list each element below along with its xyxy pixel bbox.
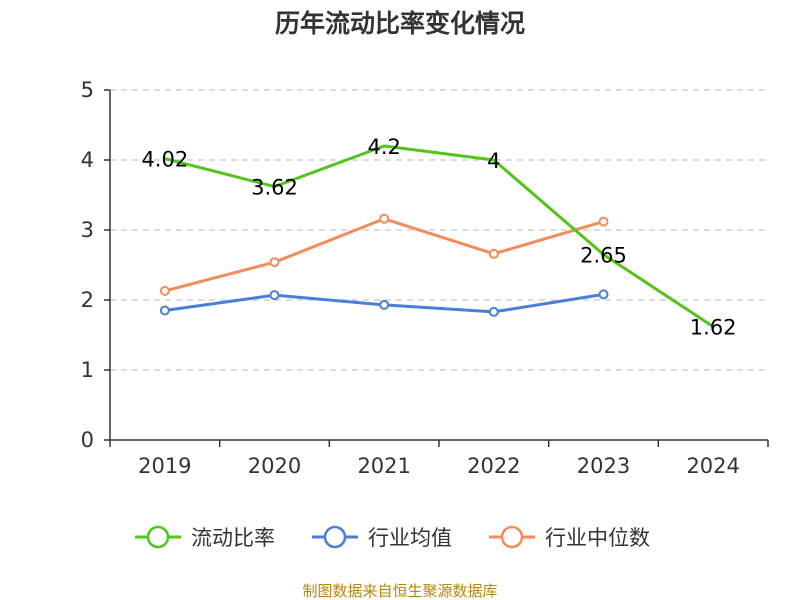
x-tick-label: 2023 bbox=[577, 454, 630, 478]
x-tick-label: 2024 bbox=[686, 454, 739, 478]
data-label: 3.62 bbox=[251, 176, 298, 200]
legend-marker bbox=[146, 525, 170, 549]
x-tick-label: 2021 bbox=[357, 454, 410, 478]
y-tick-label: 1 bbox=[81, 358, 94, 382]
data-label: 4 bbox=[487, 149, 500, 173]
legend-label: 行业中位数 bbox=[545, 526, 650, 550]
legend-label: 流动比率 bbox=[191, 526, 275, 550]
data-label: 4.02 bbox=[141, 148, 188, 172]
y-tick-label: 3 bbox=[81, 218, 94, 242]
data-point bbox=[269, 257, 280, 268]
chart-title: 历年流动比率变化情况 bbox=[275, 9, 525, 38]
series-line-3 bbox=[163, 217, 605, 293]
x-tick-label: 2019 bbox=[138, 454, 191, 478]
legend-marker bbox=[500, 525, 524, 549]
series-layer bbox=[159, 144, 715, 329]
y-tick-label: 2 bbox=[81, 288, 94, 312]
legend-label: 行业均值 bbox=[368, 526, 452, 550]
data-label: 1.62 bbox=[690, 316, 737, 340]
data-point bbox=[379, 213, 390, 224]
data-label: 4.2 bbox=[367, 135, 400, 159]
data-label: 2.65 bbox=[580, 244, 627, 268]
data-point bbox=[488, 248, 499, 259]
y-tick-label: 4 bbox=[81, 148, 94, 172]
legend: 流动比率 行业均值 行业中位数 bbox=[135, 525, 650, 550]
y-tick-label: 5 bbox=[81, 78, 94, 102]
legend-marker bbox=[323, 525, 347, 549]
x-tick-label: 2022 bbox=[467, 454, 520, 478]
data-point bbox=[598, 216, 609, 227]
series-line-1 bbox=[163, 144, 715, 329]
data-labels: 4.02 3.62 4.2 4 2.65 1.62 bbox=[141, 135, 736, 340]
data-point bbox=[598, 289, 609, 300]
grid-lines bbox=[110, 89, 768, 371]
y-tick-label: 0 bbox=[81, 428, 94, 452]
source-note: 制图数据来自恒生聚源数据库 bbox=[302, 582, 497, 600]
x-tick-label: 2020 bbox=[248, 454, 301, 478]
data-point bbox=[159, 285, 170, 296]
axes: 0 1 2 3 4 5 2019 2020 2021 2022 2023 2024 bbox=[81, 78, 769, 478]
data-point bbox=[488, 306, 499, 317]
data-point bbox=[159, 305, 170, 316]
data-point bbox=[269, 290, 280, 301]
data-point bbox=[379, 299, 390, 310]
